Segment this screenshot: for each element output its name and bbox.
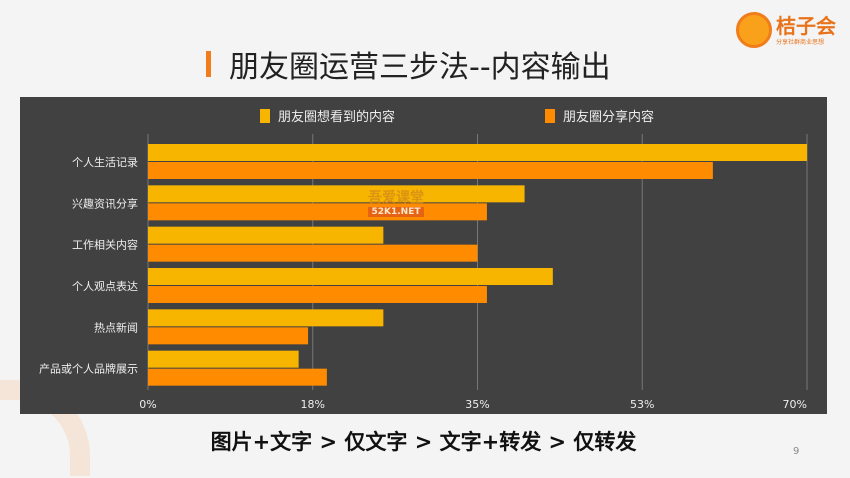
orange-logo-icon (736, 12, 772, 48)
legend-item-1: 朋友圈想看到的内容 (260, 106, 395, 125)
x-tick-label: 70% (783, 398, 807, 411)
watermark-url: 52K1.NET (368, 207, 424, 217)
logo-tagline: 分享社群商业思想 (776, 38, 825, 46)
bar-wanted (148, 226, 384, 244)
bar-chart: 0% 18% 35% 53% 70% 个人生活记录兴趣资讯分享工作相关内容个人观点表达热点… (39, 134, 808, 411)
bar-shared (148, 286, 487, 303)
bar-wanted (148, 309, 384, 327)
bar-wanted (148, 144, 807, 161)
page-number: 9 (793, 446, 800, 457)
title-text: 朋友圈运营三步法--内容输出 (229, 50, 611, 85)
legend-item-2: 朋友圈分享内容 (545, 106, 654, 125)
title-accent-bar (206, 51, 211, 77)
bar-shared (148, 203, 487, 221)
bar-shared (148, 244, 478, 262)
x-tick-label: 53% (630, 398, 654, 411)
bar-shared (148, 327, 309, 345)
logo-name: 桔子会 (776, 13, 836, 38)
slide-title: 朋友圈运营三步法--内容输出 (206, 42, 611, 86)
watermark-text: 吾爱课堂 (368, 190, 424, 206)
bar-shared (148, 162, 713, 179)
x-tick-label: 0% (139, 398, 156, 411)
legend-label: 朋友圈想看到的内容 (278, 110, 396, 125)
bar-wanted (148, 268, 553, 285)
bottom-summary: 图片+文字 > 仅文字 > 文字+转发 > 仅转发 (210, 430, 637, 454)
category-label: 热点新闻 (94, 320, 138, 334)
category-label: 工作相关内容 (72, 238, 138, 252)
category-label: 个人观点表达 (72, 279, 138, 293)
x-tick-label: 35% (465, 398, 489, 411)
legend-swatch (545, 108, 555, 123)
bar-shared (148, 368, 327, 386)
legend-swatch (260, 108, 270, 123)
category-label: 兴趣资讯分享 (72, 196, 138, 210)
logo: 桔子会 分享社群商业思想 (736, 12, 836, 48)
legend-label: 朋友圈分享内容 (563, 110, 655, 125)
category-label: 个人生活记录 (72, 155, 138, 169)
bar-wanted (148, 350, 299, 368)
category-label: 产品或个人品牌展示 (39, 362, 138, 376)
bar-wanted (148, 185, 525, 203)
x-tick-label: 18% (301, 398, 325, 411)
watermark: 吾爱课堂 52K1.NET (368, 187, 424, 217)
